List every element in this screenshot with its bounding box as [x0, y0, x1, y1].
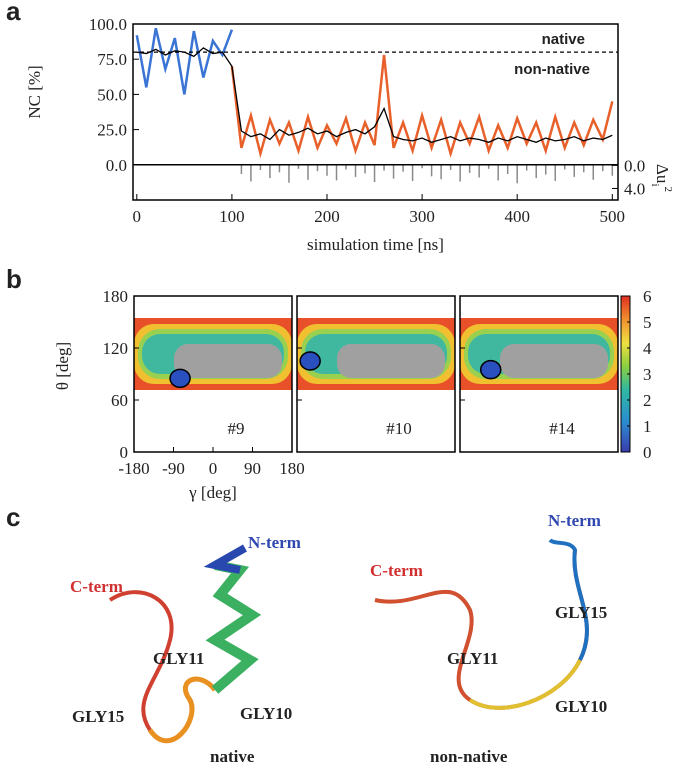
- x-tick-label: 0: [209, 459, 218, 478]
- subplot-label: #14: [549, 419, 575, 438]
- panel-label: c: [6, 502, 20, 532]
- molecule-panel: C-term N-term GLY11 GLY15 GLY10 native C…: [70, 511, 607, 766]
- mol-caption: native: [210, 747, 255, 766]
- y-tick-label: 0: [120, 443, 129, 462]
- colorbar-tick-label: 1: [643, 417, 652, 436]
- y-tick-label: 25.0: [97, 121, 127, 140]
- x-tick-label: 100: [219, 207, 245, 226]
- annotation: native: [542, 31, 585, 48]
- mol-label: GLY10: [555, 697, 607, 716]
- y-tick-label: 0.0: [106, 156, 127, 175]
- backbone: [468, 659, 582, 710]
- helix: [205, 560, 262, 694]
- mol-label: C-term: [70, 577, 123, 596]
- panel-label: b: [6, 264, 22, 294]
- minimum: [169, 368, 191, 389]
- y-axis-label: NC [%]: [25, 65, 44, 118]
- y-tick-label: 60: [111, 391, 128, 410]
- backbone: [548, 538, 589, 661]
- plot-frame: [459, 295, 619, 453]
- x-tick-label: 500: [600, 207, 626, 226]
- backbone: [147, 676, 217, 744]
- density-core: [174, 344, 282, 378]
- colorbar-tick-label: 3: [643, 365, 652, 384]
- y2-label-sup: 2: [662, 187, 674, 193]
- panel-label: a: [6, 0, 21, 26]
- x-tick-label: 0: [133, 207, 142, 226]
- mol-label: GLY15: [72, 707, 124, 726]
- x-tick-label: -90: [162, 459, 185, 478]
- series-line: [136, 47, 613, 143]
- subplot-label: #10: [386, 419, 412, 438]
- mol-label: GLY11: [447, 649, 498, 668]
- density-core: [500, 344, 608, 378]
- mol-label: GLY10: [240, 704, 292, 723]
- x-tick-label: 90: [244, 459, 261, 478]
- minimum: [299, 351, 321, 371]
- y2-axis-label: Δui2: [649, 164, 674, 192]
- density-core: [337, 344, 445, 378]
- mol-label: C-term: [370, 561, 423, 580]
- mol-label: GLY11: [153, 649, 204, 668]
- colorbar-tick-label: 6: [643, 287, 652, 306]
- annotation: non-native: [514, 61, 590, 78]
- x-tick-label: 180: [279, 459, 305, 478]
- y-tick-label: 120: [103, 339, 129, 358]
- mol-caption: non-native: [430, 747, 508, 766]
- y2-tick-label: 4.0: [624, 179, 645, 198]
- minimum: [479, 359, 502, 380]
- y-tick-label: 50.0: [97, 85, 127, 104]
- colorbar-tick-label: 5: [643, 313, 652, 332]
- mol-label: GLY15: [555, 603, 607, 622]
- subplot-label: #9: [228, 419, 245, 438]
- x-axis-label: simulation time [ns]: [307, 235, 444, 254]
- y2-label-main: Δu: [653, 164, 672, 184]
- colorbar-tick-label: 0: [643, 443, 652, 462]
- series-line: [135, 27, 234, 95]
- y-tick-label: 75.0: [97, 50, 127, 69]
- x-axis-label: γ [deg]: [188, 483, 237, 502]
- y2-tick-label: 0.0: [624, 156, 645, 175]
- plot-frame: [132, 23, 619, 201]
- colorbar-tick-label: 2: [643, 391, 652, 410]
- y-tick-label: 100.0: [89, 15, 127, 34]
- x-tick-label: 400: [504, 207, 530, 226]
- colorbar-tick-label: 4: [643, 339, 652, 358]
- backbone: [108, 590, 174, 732]
- mol-label: N-term: [548, 511, 601, 530]
- x-tick-label: 200: [314, 207, 340, 226]
- y2-label-sub: i: [649, 183, 661, 186]
- y-axis-label: θ [deg]: [53, 342, 72, 390]
- plot-frame: [296, 295, 456, 453]
- x-tick-label: -180: [118, 459, 149, 478]
- x-tick-label: 300: [409, 207, 435, 226]
- y-tick-label: 180: [103, 287, 129, 306]
- helix: [203, 544, 247, 574]
- mol-label: N-term: [248, 533, 301, 552]
